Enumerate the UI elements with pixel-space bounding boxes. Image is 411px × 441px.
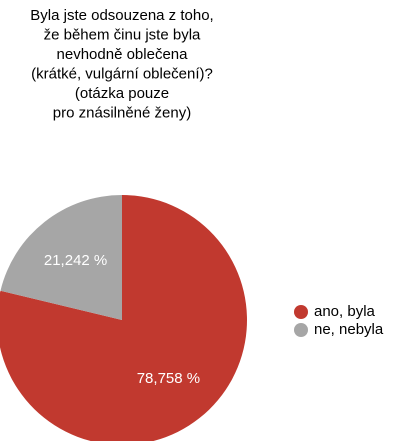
chart-title: (krátké, vulgární oblečení)? bbox=[31, 65, 213, 82]
pie-slice bbox=[0, 195, 247, 441]
pie-slice bbox=[0, 195, 122, 320]
chart-title: že během činu jste byla bbox=[44, 26, 201, 43]
slice-label: 21,242 % bbox=[44, 252, 107, 269]
chart-title: nevhodně oblečena bbox=[57, 46, 189, 63]
slice-label: 78,758 % bbox=[137, 370, 200, 387]
chart-title: (otázka pouze bbox=[75, 85, 169, 102]
legend-label: ne, nebyla bbox=[314, 321, 384, 338]
legend-marker bbox=[294, 305, 308, 319]
legend-marker bbox=[294, 323, 308, 337]
chart-title: Byla jste odsouzena z toho, bbox=[30, 7, 213, 24]
chart-title: pro znásilněné ženy) bbox=[53, 104, 191, 121]
legend-label: ano, byla bbox=[314, 303, 376, 320]
